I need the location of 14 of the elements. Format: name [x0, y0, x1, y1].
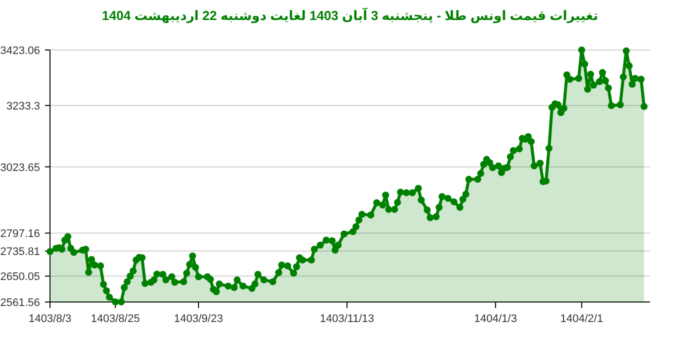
y-tick-label: 3233.3 [6, 100, 40, 113]
x-tick-label: 1403/9/23 [174, 313, 223, 325]
x-tick-label: 1404/2/1 [560, 313, 604, 325]
x-tick-label: 1404/1/3 [474, 313, 517, 325]
y-tick-label: 3423.06 [0, 45, 40, 57]
y-tick-label: 2561.56 [0, 297, 40, 309]
y-tick-label: 3023.65 [0, 162, 40, 174]
x-tick-label: 1403/11/13 [320, 313, 374, 325]
x-tick-label: 1403/8/25 [90, 313, 140, 325]
title: تغییرات قیمت اونس طلا - پنجشنبه 3 آبان 1403 لغایت دوشنبه 22 اردیبهشت 1404 [102, 8, 598, 23]
y-tick-label: 2650.05 [0, 271, 40, 284]
y-tick-label: 2797.16 [0, 228, 40, 240]
y-tick-label: 2735.81 [0, 246, 40, 258]
x-tick-label: 1403/8/3 [28, 313, 72, 325]
